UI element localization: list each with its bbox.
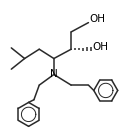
- Text: OH: OH: [90, 14, 106, 24]
- Text: OH: OH: [92, 42, 109, 52]
- Text: N: N: [50, 69, 58, 79]
